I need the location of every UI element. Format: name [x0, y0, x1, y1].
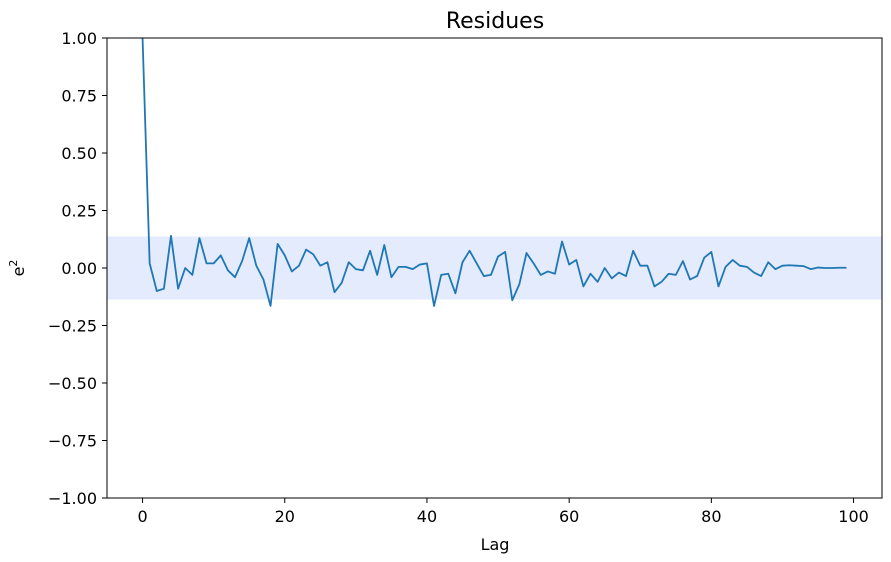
x-tick-label: 80 [701, 507, 721, 526]
x-axis-label: Lag [481, 535, 510, 554]
plot-frame [106, 37, 883, 499]
x-axis-ticks: 0 20 40 60 80 100 [137, 498, 869, 526]
y-tick-label: −0.25 [48, 317, 97, 336]
x-tick-label: 0 [137, 507, 147, 526]
y-tick-label: −0.50 [48, 374, 97, 393]
x-tick-label: 40 [417, 507, 437, 526]
y-tick-label: 0.25 [61, 202, 97, 221]
y-tick-label: −1.00 [48, 489, 97, 508]
x-tick-label: 20 [275, 507, 295, 526]
y-axis-label-sup: 2 [7, 260, 20, 267]
series-line [141, 37, 847, 307]
chart-title: Residues [446, 9, 544, 34]
x-tick-label: 60 [559, 507, 579, 526]
y-tick-label: 0.50 [61, 144, 97, 163]
y-axis-label: e2 [7, 260, 28, 277]
y-tick-label: 1.00 [61, 29, 97, 48]
x-tick-label: 100 [838, 507, 869, 526]
y-tick-label: 0.00 [61, 259, 97, 278]
y-axis-ticks: −1.00 −0.75 −0.50 −0.25 0.00 0.25 0.50 0.75 1.00 [48, 29, 107, 508]
y-tick-label: 0.75 [61, 87, 97, 106]
y-tick-label: −0.75 [48, 432, 97, 451]
y-axis-label-base: e [9, 267, 28, 277]
